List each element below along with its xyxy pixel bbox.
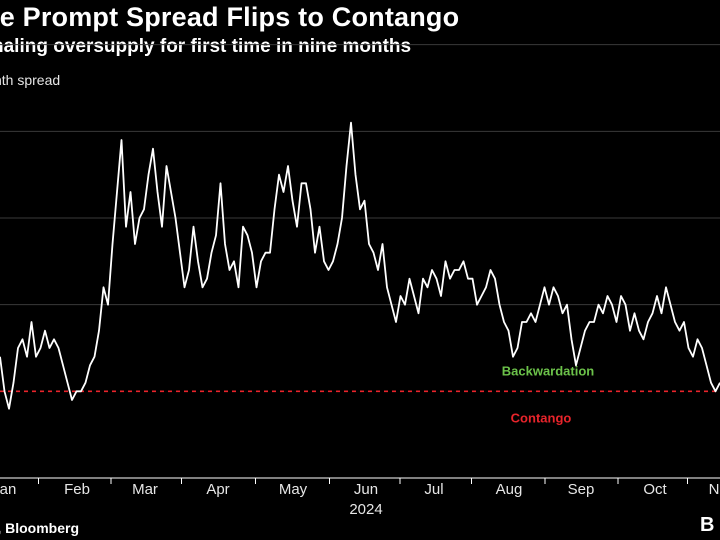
contango-label: Contango bbox=[511, 410, 572, 425]
x-tick-label: Jul bbox=[424, 481, 443, 498]
x-tick-label: Apr bbox=[206, 481, 229, 498]
x-tick-label: Sep bbox=[568, 481, 595, 498]
chart-subtitle: naling oversupply for first time in nine… bbox=[0, 36, 412, 57]
x-tick-label: May bbox=[279, 481, 308, 498]
x-tick-label: Jun bbox=[354, 481, 378, 498]
x-tick-label: an bbox=[0, 481, 16, 498]
x-tick-label: Feb bbox=[64, 481, 90, 498]
year-label: 2024 bbox=[349, 501, 382, 518]
x-tick-label: Mar bbox=[132, 481, 158, 498]
backwardation-label: Backwardation bbox=[502, 363, 595, 378]
x-axis-ticks: an Feb Mar Apr May Jun Jul Aug Sep Oct N bbox=[0, 478, 719, 498]
y-axis-label: nth spread bbox=[0, 72, 61, 88]
brand-logo: B bbox=[700, 514, 715, 536]
source-note: ', Bloomberg bbox=[0, 520, 79, 536]
spread-series-line bbox=[0, 121, 720, 410]
gridlines bbox=[0, 44, 720, 306]
x-tick-label: Oct bbox=[643, 481, 667, 498]
x-tick-label: N bbox=[709, 481, 720, 498]
chart-title: le Prompt Spread Flips to Contango bbox=[0, 2, 460, 32]
x-tick-label: Aug bbox=[496, 481, 523, 498]
